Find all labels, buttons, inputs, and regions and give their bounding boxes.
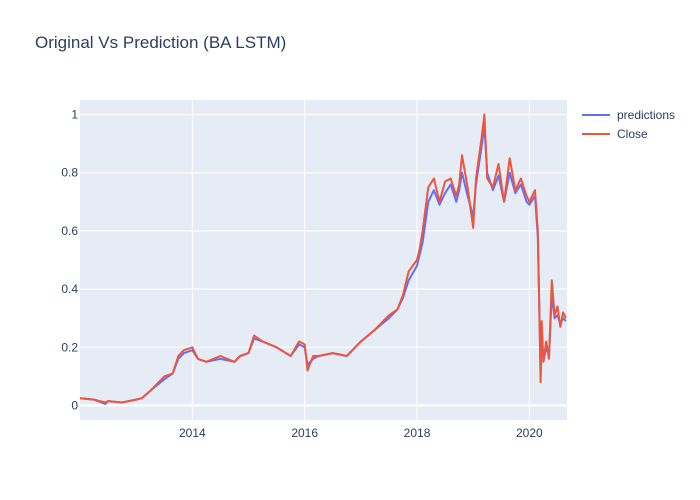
y-tick-label: 1 (71, 108, 78, 122)
y-tick-label: 0.8 (61, 166, 78, 180)
legend-label: Close (617, 127, 648, 141)
y-axis: 0 0.2 0.4 0.6 0.8 1 (61, 108, 78, 413)
y-gridlines (80, 114, 567, 407)
y-tick-label: 0 (71, 398, 78, 412)
series-lines (79, 113, 567, 405)
x-axis: 2014 2016 2018 2020 (179, 426, 543, 440)
x-tick-label: 2020 (516, 426, 543, 440)
chart-title: Original Vs Prediction (BA LSTM) (35, 33, 287, 52)
y-tick-label: 0.4 (61, 282, 78, 296)
legend-item-close[interactable]: Close (582, 127, 648, 141)
legend-label: predictions (617, 108, 675, 122)
x-tick-label: 2014 (179, 426, 206, 440)
series-line-close (79, 113, 567, 404)
y-tick-label: 0.6 (61, 224, 78, 238)
legend[interactable]: predictions Close (582, 108, 675, 141)
x-tick-label: 2016 (291, 426, 318, 440)
x-tick-label: 2018 (404, 426, 431, 440)
plot-area (80, 100, 567, 420)
y-tick-label: 0.2 (61, 340, 78, 354)
legend-item-predictions[interactable]: predictions (582, 108, 675, 122)
